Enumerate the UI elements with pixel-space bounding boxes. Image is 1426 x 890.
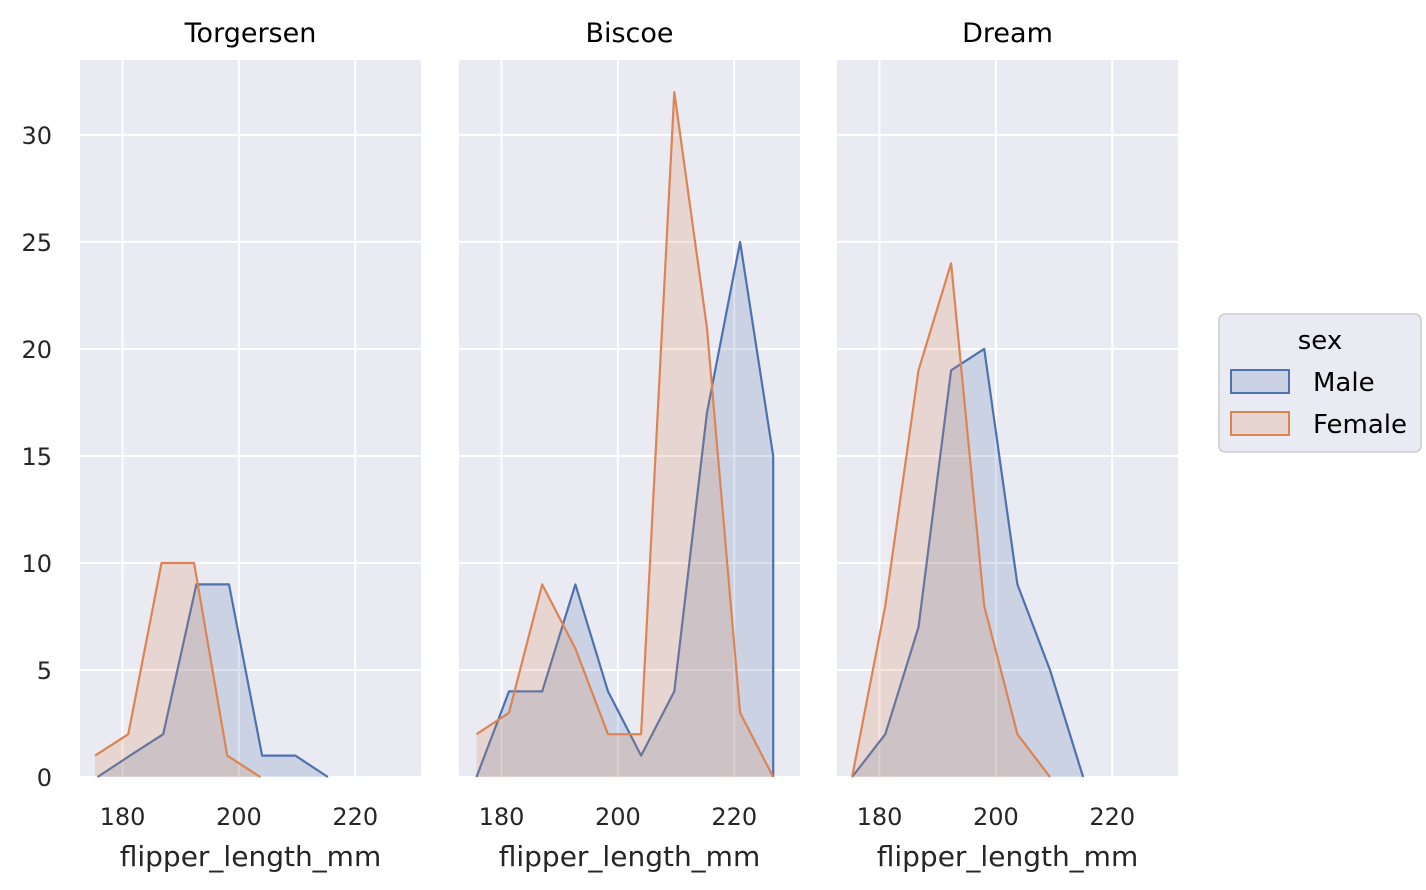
x-axis-label: flipper_length_mm (120, 840, 382, 873)
x-tick-label: 180 (100, 803, 146, 831)
x-tick-label: 200 (216, 803, 262, 831)
area-male (852, 348, 1084, 777)
area-male (97, 584, 328, 777)
x-tick-label: 220 (1089, 803, 1135, 831)
panel-dream: Dream 180 200 220 flipper_length_mm (837, 18, 1178, 873)
y-tick-label: 20 (21, 336, 52, 364)
line-female (475, 90, 775, 778)
panel-background (459, 60, 800, 777)
line-female (851, 262, 1051, 778)
legend-label-female: Female (1313, 410, 1407, 440)
legend-swatch-female (1230, 411, 1290, 436)
x-tick-label: 200 (973, 803, 1019, 831)
panel-background (837, 60, 1178, 777)
y-tick-label: 25 (21, 229, 52, 257)
y-tick-label: 0 (37, 764, 52, 792)
x-axis-label: flipper_length_mm (877, 840, 1139, 873)
panel-torgersen: Torgersen 180 200 220 flipper_length_mm (80, 18, 421, 873)
legend-frame (1218, 313, 1422, 453)
panel-title: Biscoe (585, 18, 673, 49)
x-tick-label: 180 (479, 803, 525, 831)
y-tick-label: 30 (21, 122, 52, 150)
area-male (476, 241, 774, 777)
y-tick-label: 15 (21, 443, 52, 471)
panel-biscoe: Biscoe 180 200 220 flipper_length_mm (459, 18, 800, 873)
x-tick-label: 180 (857, 803, 903, 831)
x-tick-label: 220 (332, 803, 378, 831)
x-tick-label: 220 (711, 803, 757, 831)
legend-label-male: Male (1313, 368, 1375, 398)
y-tick-label: 10 (21, 550, 52, 578)
area-female (852, 263, 1050, 777)
panel-title: Dream (962, 18, 1053, 49)
legend-swatch-male (1230, 369, 1290, 394)
panel-background (80, 60, 421, 777)
y-tick-label: 5 (37, 657, 52, 685)
line-male (96, 583, 329, 778)
panel-title: Torgersen (184, 18, 317, 49)
x-axis-label: flipper_length_mm (499, 840, 761, 873)
legend-title: sex (1298, 326, 1342, 356)
line-female (94, 561, 261, 778)
line-male (851, 347, 1085, 778)
area-female (95, 563, 261, 777)
x-tick-label: 200 (595, 803, 641, 831)
legend: sex Male Female (1218, 313, 1422, 453)
area-female (476, 92, 774, 778)
line-male (475, 240, 775, 778)
